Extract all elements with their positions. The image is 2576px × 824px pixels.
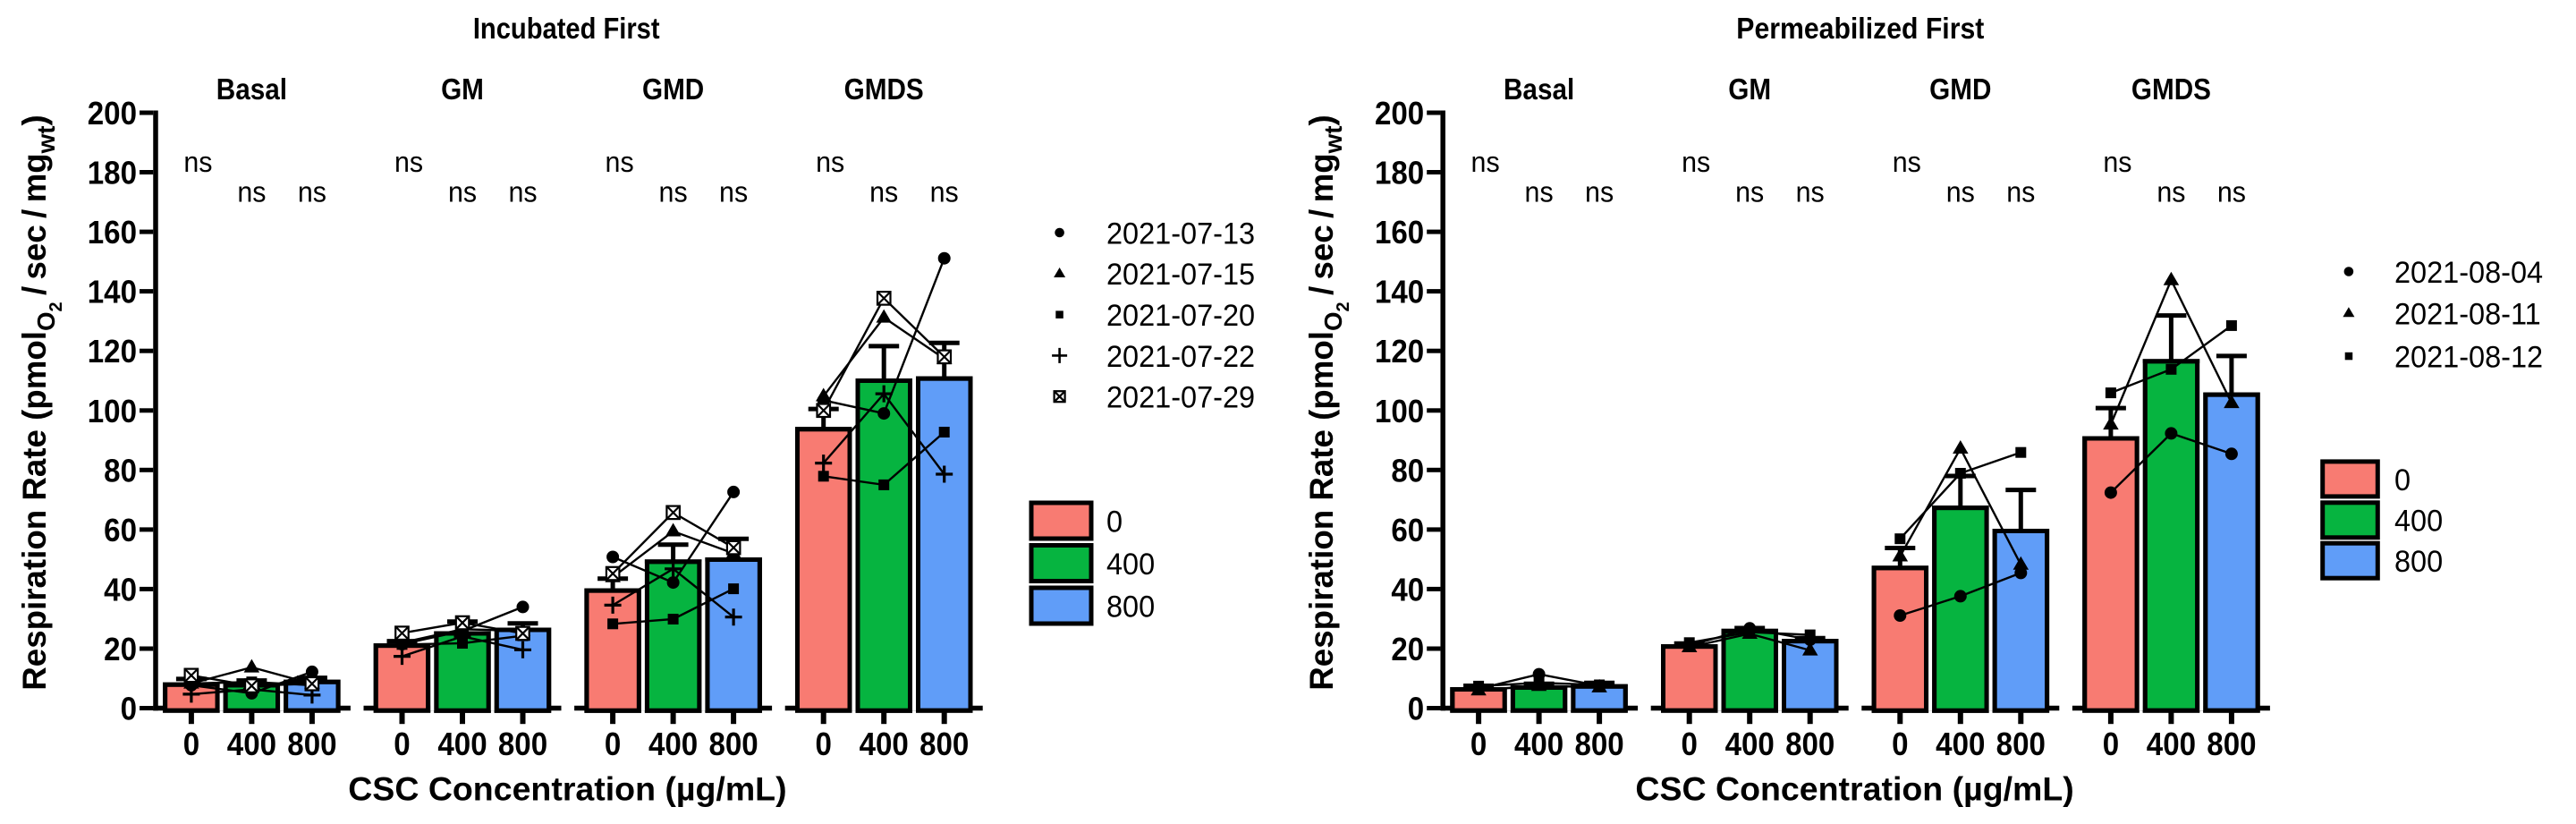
svg-text:200: 200 bbox=[88, 97, 137, 132]
svg-text:2021-07-15: 2021-07-15 bbox=[1106, 259, 1255, 293]
svg-text:GM: GM bbox=[1728, 73, 1771, 106]
svg-text:800: 800 bbox=[498, 727, 547, 763]
svg-text:GMDS: GMDS bbox=[2131, 73, 2211, 106]
svg-text:2021-07-13: 2021-07-13 bbox=[1106, 217, 1255, 251]
svg-text:800: 800 bbox=[1574, 727, 1623, 763]
svg-text:0: 0 bbox=[2103, 727, 2119, 763]
svg-text:400: 400 bbox=[1514, 727, 1563, 763]
svg-text:ns: ns bbox=[1585, 176, 1614, 208]
svg-text:0: 0 bbox=[1892, 727, 1908, 763]
svg-text:0: 0 bbox=[1681, 727, 1697, 763]
svg-text:800: 800 bbox=[2207, 727, 2256, 763]
svg-text:800: 800 bbox=[919, 727, 969, 763]
svg-text:400: 400 bbox=[860, 727, 909, 763]
svg-text:2021-08-04: 2021-08-04 bbox=[2394, 256, 2543, 290]
svg-text:ns: ns bbox=[1471, 146, 1500, 178]
svg-text:800: 800 bbox=[1785, 727, 1835, 763]
svg-text:2021-08-11: 2021-08-11 bbox=[2394, 298, 2541, 332]
svg-text:120: 120 bbox=[88, 335, 137, 370]
svg-text:0: 0 bbox=[183, 727, 199, 763]
svg-text:400: 400 bbox=[1936, 727, 1985, 763]
svg-text:GMD: GMD bbox=[642, 73, 704, 106]
svg-text:ns: ns bbox=[237, 176, 266, 208]
svg-text:800: 800 bbox=[287, 727, 336, 763]
svg-text:140: 140 bbox=[1375, 275, 1424, 310]
svg-text:400: 400 bbox=[648, 727, 698, 763]
svg-text:2021-08-12: 2021-08-12 bbox=[2394, 341, 2543, 375]
svg-text:100: 100 bbox=[1375, 395, 1424, 430]
svg-text:400: 400 bbox=[2147, 727, 2196, 763]
svg-text:ns: ns bbox=[1525, 176, 1554, 208]
svg-text:40: 40 bbox=[1391, 573, 1424, 608]
svg-text:ns: ns bbox=[2006, 176, 2035, 208]
svg-text:ns: ns bbox=[816, 146, 844, 178]
svg-text:400: 400 bbox=[2394, 505, 2443, 539]
svg-text:ns: ns bbox=[1682, 146, 1710, 178]
svg-text:800: 800 bbox=[1996, 727, 2046, 763]
svg-text:Permeabilized First: Permeabilized First bbox=[1736, 12, 1984, 46]
svg-text:40: 40 bbox=[104, 573, 137, 608]
svg-text:180: 180 bbox=[88, 156, 137, 191]
svg-text:400: 400 bbox=[227, 727, 276, 763]
svg-text:180: 180 bbox=[1375, 156, 1424, 191]
svg-text:GMDS: GMDS bbox=[844, 73, 924, 106]
svg-text:GM: GM bbox=[441, 73, 484, 106]
svg-text:140: 140 bbox=[88, 275, 137, 310]
svg-text:2021-07-20: 2021-07-20 bbox=[1106, 299, 1255, 333]
svg-text:60: 60 bbox=[104, 514, 137, 549]
svg-text:ns: ns bbox=[2157, 176, 2185, 208]
svg-text:ns: ns bbox=[869, 176, 898, 208]
svg-text:ns: ns bbox=[1796, 176, 1825, 208]
svg-text:800: 800 bbox=[708, 727, 758, 763]
svg-text:ns: ns bbox=[1946, 176, 1975, 208]
svg-text:0: 0 bbox=[1106, 505, 1123, 539]
svg-text:ns: ns bbox=[719, 176, 748, 208]
svg-text:ns: ns bbox=[298, 176, 326, 208]
svg-text:800: 800 bbox=[1106, 590, 1155, 624]
svg-text:0: 0 bbox=[121, 692, 137, 727]
svg-text:ns: ns bbox=[2103, 146, 2131, 178]
svg-text:Basal: Basal bbox=[216, 73, 287, 106]
svg-text:CSC Concentration (µg/mL): CSC Concentration (µg/mL) bbox=[348, 770, 786, 808]
svg-text:ns: ns bbox=[1735, 176, 1764, 208]
svg-text:120: 120 bbox=[1375, 335, 1424, 370]
svg-text:ns: ns bbox=[448, 176, 477, 208]
svg-text:800: 800 bbox=[2394, 545, 2443, 579]
svg-text:ns: ns bbox=[606, 146, 634, 178]
svg-text:GMD: GMD bbox=[1929, 73, 1991, 106]
svg-text:ns: ns bbox=[659, 176, 688, 208]
svg-text:0: 0 bbox=[2394, 463, 2411, 497]
svg-text:400: 400 bbox=[1106, 548, 1155, 582]
svg-text:ns: ns bbox=[183, 146, 212, 178]
svg-text:0: 0 bbox=[1470, 727, 1487, 763]
svg-text:20: 20 bbox=[1391, 633, 1424, 668]
svg-text:60: 60 bbox=[1391, 514, 1424, 549]
svg-text:ns: ns bbox=[508, 176, 537, 208]
svg-text:160: 160 bbox=[1375, 216, 1424, 251]
svg-text:400: 400 bbox=[1725, 727, 1775, 763]
svg-text:2021-07-29: 2021-07-29 bbox=[1106, 381, 1255, 415]
svg-text:0: 0 bbox=[394, 727, 410, 763]
svg-text:Incubated First: Incubated First bbox=[473, 12, 660, 45]
svg-text:ns: ns bbox=[394, 146, 423, 178]
svg-text:2021-07-22: 2021-07-22 bbox=[1106, 340, 1255, 374]
svg-text:400: 400 bbox=[437, 727, 487, 763]
svg-text:80: 80 bbox=[1391, 454, 1424, 489]
svg-text:ns: ns bbox=[930, 176, 959, 208]
svg-text:200: 200 bbox=[1375, 97, 1424, 132]
svg-text:ns: ns bbox=[2217, 176, 2246, 208]
svg-text:0: 0 bbox=[605, 727, 621, 763]
svg-text:0: 0 bbox=[1408, 692, 1424, 727]
svg-text:Basal: Basal bbox=[1504, 73, 1574, 106]
svg-text:0: 0 bbox=[815, 727, 831, 763]
svg-text:100: 100 bbox=[88, 395, 137, 430]
svg-text:160: 160 bbox=[88, 216, 137, 251]
svg-text:ns: ns bbox=[1893, 146, 1921, 178]
svg-text:80: 80 bbox=[104, 454, 137, 489]
svg-text:20: 20 bbox=[104, 633, 137, 668]
svg-text:CSC Concentration (µg/mL): CSC Concentration (µg/mL) bbox=[1635, 770, 2073, 808]
